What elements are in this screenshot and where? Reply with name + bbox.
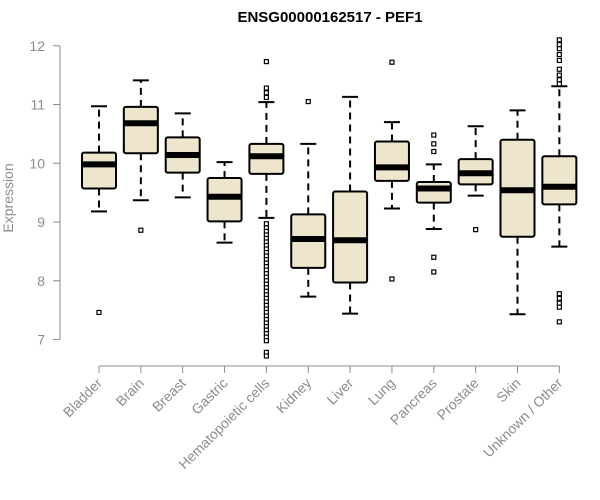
outlier-point <box>263 94 269 101</box>
y-tick-label: 10 <box>29 155 45 171</box>
outlier-point <box>263 353 269 359</box>
x-category-label: Lung <box>365 375 398 408</box>
outlier-point <box>431 132 437 138</box>
outlier-point <box>556 37 562 43</box>
outlier-point <box>431 148 437 155</box>
iqr-box <box>332 190 369 284</box>
plot-area <box>81 37 578 359</box>
outlier-point <box>431 254 437 260</box>
x-category-label: Liver <box>323 375 356 408</box>
x-category-label: Unknown / Other <box>480 375 566 461</box>
outlier-point <box>473 227 479 233</box>
outlier-point <box>556 291 562 297</box>
outlier-point <box>556 41 562 48</box>
outlier-point <box>556 295 562 301</box>
iqr-box <box>541 155 578 206</box>
outlier-point <box>305 98 311 105</box>
outlier-point <box>263 59 269 65</box>
box-brain <box>122 79 159 233</box>
outlier-point <box>556 304 562 310</box>
outlier-point <box>556 77 562 83</box>
y-tick-label: 8 <box>37 273 45 289</box>
y-axis-label: Expression <box>0 163 16 232</box>
box-pancreas <box>415 132 452 275</box>
box-unknown-other <box>541 37 578 325</box>
outlier-point <box>556 66 562 72</box>
x-category-label: Skin <box>493 375 524 406</box>
outlier-point <box>138 227 144 233</box>
outlier-point <box>556 72 562 78</box>
x-category-label: Brain <box>113 375 147 409</box>
y-tick-label: 9 <box>37 214 45 230</box>
y-tick-label: 12 <box>29 38 45 54</box>
x-category-label: Breast <box>149 375 189 415</box>
x-category-label: Pancreas <box>387 375 440 428</box>
x-category-label: Prostate <box>434 375 482 423</box>
outlier-point <box>263 221 269 227</box>
box-prostate <box>457 125 494 233</box>
x-category-label: Kidney <box>273 375 315 417</box>
box-lung <box>373 59 410 282</box>
box-bladder <box>81 105 117 316</box>
iqr-box <box>122 105 159 155</box>
x-category-label: Bladder <box>60 375 106 421</box>
outlier-point <box>556 57 562 64</box>
outlier-point <box>263 338 269 344</box>
box-skin <box>499 109 536 316</box>
outlier-point <box>431 141 437 147</box>
y-axis: 7 8 9 10 11 12 <box>29 38 61 348</box>
outlier-point <box>263 90 269 96</box>
y-tick-label: 11 <box>30 97 45 113</box>
chart-title: ENSG00000162517 - PEF1 <box>237 9 422 26</box>
box-gastric <box>206 161 243 244</box>
outlier-point <box>556 300 562 306</box>
box-hematopoietic-cells <box>248 59 285 359</box>
iqr-box <box>81 151 117 190</box>
y-tick-label: 7 <box>37 332 45 348</box>
box-kidney <box>290 98 327 298</box>
outlier-point <box>556 46 562 52</box>
outlier-point <box>389 59 395 65</box>
iqr-box <box>373 140 410 182</box>
box-breast <box>164 112 201 199</box>
outlier-point <box>263 85 269 91</box>
box-liver <box>332 95 369 315</box>
outlier-point <box>389 276 395 282</box>
iqr-box <box>415 181 452 204</box>
outlier-point <box>556 319 562 325</box>
outlier-point <box>556 51 562 58</box>
outlier-point <box>556 81 562 87</box>
outlier-point <box>431 269 437 275</box>
outlier-point <box>96 309 102 316</box>
